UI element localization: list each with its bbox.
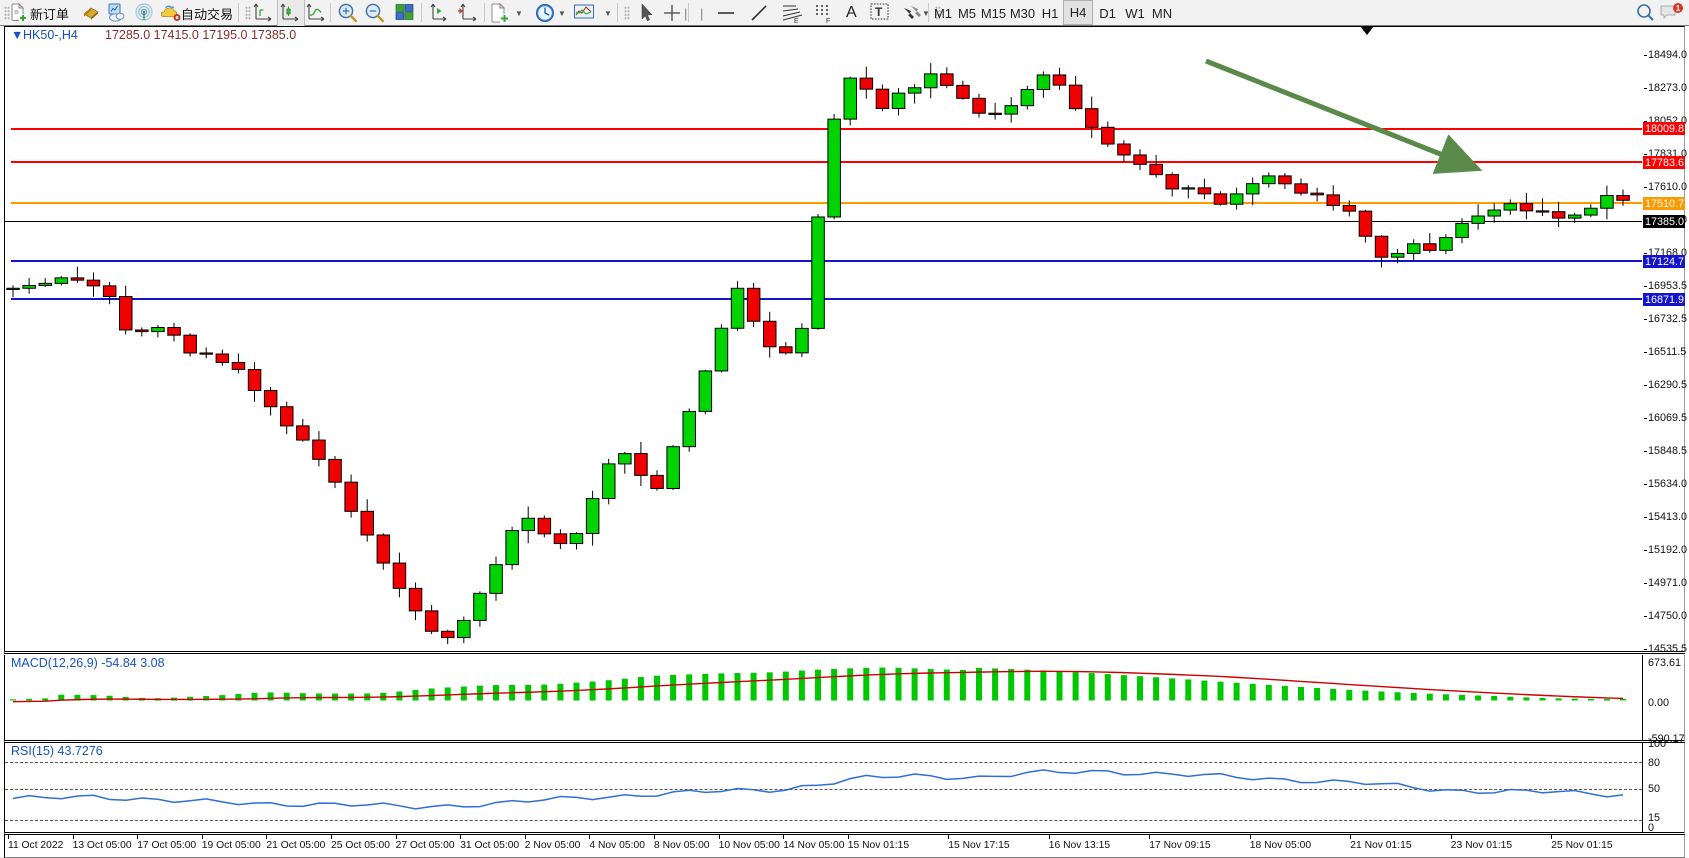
svg-text:F: F bbox=[826, 18, 830, 25]
svg-text:T: T bbox=[875, 5, 883, 19]
svg-text:E: E bbox=[794, 18, 799, 25]
svg-text:1: 1 bbox=[1676, 4, 1681, 13]
